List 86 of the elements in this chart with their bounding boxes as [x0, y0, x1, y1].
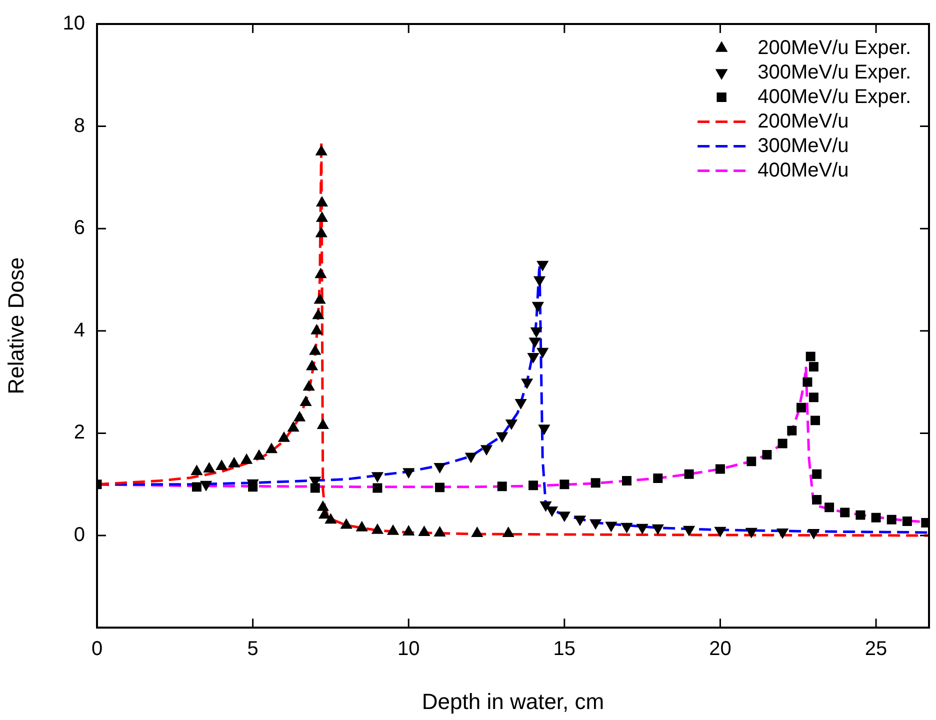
legend-label: 300MeV/u Exper.: [758, 61, 912, 84]
point: [310, 324, 322, 334]
point: [434, 462, 446, 473]
legend-label: 400MeV/u: [758, 159, 849, 182]
point: [824, 502, 834, 512]
point: [652, 524, 664, 534]
point: [528, 480, 538, 490]
point: [574, 516, 586, 526]
point: [653, 473, 663, 483]
legend-label: 200MeV/u Exper.: [758, 36, 912, 59]
point: [316, 196, 328, 207]
point: [316, 212, 328, 222]
point: [902, 516, 912, 526]
point: [590, 478, 600, 488]
point: [316, 227, 328, 238]
point: [856, 510, 866, 520]
point: [796, 402, 806, 412]
point: [303, 380, 315, 391]
point: [808, 362, 818, 372]
y-tick-label: 0: [74, 524, 85, 546]
point: [622, 476, 632, 486]
point: [762, 450, 772, 460]
point: [812, 469, 822, 479]
x-tick-label: 0: [91, 638, 103, 660]
point: [306, 360, 318, 370]
point: [746, 528, 758, 538]
point: [802, 377, 812, 387]
point: [372, 483, 382, 493]
x-tick-label: 20: [709, 638, 732, 660]
point: [540, 501, 552, 512]
x-tick-label: 25: [864, 638, 888, 660]
point: [684, 469, 694, 479]
x-tick-label: 15: [553, 638, 576, 660]
point: [546, 506, 558, 516]
point: [465, 452, 477, 463]
point: [787, 426, 797, 436]
point: [812, 494, 822, 504]
point: [621, 522, 632, 533]
point: [402, 468, 414, 478]
point: [715, 464, 725, 474]
point: [590, 519, 602, 530]
y-axis-title: Relative Dose: [3, 257, 28, 394]
x-axis-title: Depth in water, cm: [422, 688, 604, 714]
point: [317, 419, 329, 430]
legend-label: 200MeV/u: [758, 110, 849, 132]
y-tick-label: 4: [74, 319, 85, 342]
point: [558, 512, 570, 522]
point: [497, 482, 507, 492]
point: [300, 396, 312, 406]
y-tick-label: 2: [74, 422, 85, 444]
point: [288, 422, 300, 432]
point: [806, 352, 816, 362]
point: [810, 416, 820, 426]
point: [871, 512, 881, 522]
point: [496, 432, 508, 442]
y-tick-label: 6: [74, 217, 85, 240]
x-tick-label: 5: [247, 638, 258, 660]
point: [746, 456, 756, 466]
point: [294, 411, 306, 422]
point: [808, 392, 818, 402]
point: [316, 145, 328, 156]
legend-label: 300MeV/u: [758, 134, 849, 157]
point: [560, 480, 570, 490]
point: [636, 524, 648, 534]
point: [314, 294, 326, 304]
point: [886, 514, 896, 524]
point: [683, 526, 695, 536]
point: [840, 508, 850, 518]
point: [435, 482, 445, 492]
point: [200, 480, 212, 491]
point: [372, 472, 384, 482]
point: [192, 482, 202, 492]
point: [778, 438, 788, 448]
point: [714, 526, 726, 537]
point: [309, 344, 321, 355]
x-tick-label: 10: [397, 638, 420, 660]
y-tick-label: 8: [74, 114, 85, 137]
point: [315, 268, 326, 278]
point: [266, 443, 278, 454]
point: [605, 522, 617, 532]
point: [808, 528, 820, 539]
y-tick-label: 10: [62, 12, 85, 35]
point: [776, 528, 788, 538]
point: [506, 419, 518, 430]
legend-label: 400MeV/u Exper.: [758, 86, 912, 108]
point: [312, 309, 324, 320]
